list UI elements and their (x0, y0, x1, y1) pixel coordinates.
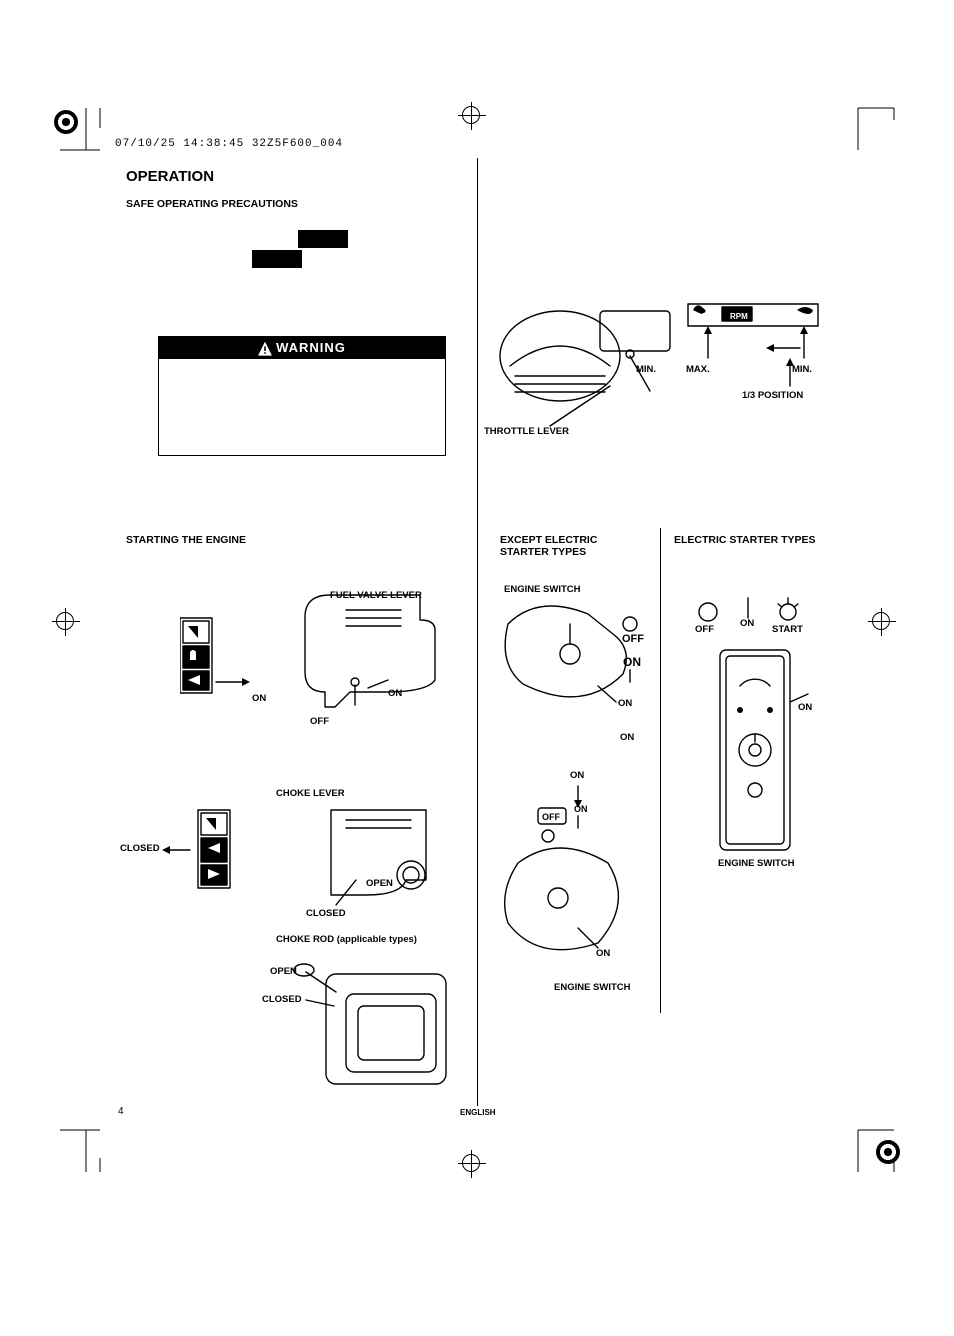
choke-lever-diagram: CHOKE LEVER CLOSED OPEN CLOSED (126, 780, 451, 925)
registration-icon (462, 106, 480, 124)
column-divider (477, 158, 478, 1106)
on-label: ON (798, 702, 812, 713)
header-timestamp: 07/10/25 14:38:45 32Z5F600_004 (115, 138, 343, 150)
min-label: MIN. (792, 364, 812, 375)
svg-text:ON: ON (623, 655, 641, 669)
engine-switch-label: ENGINE SWITCH (718, 858, 795, 869)
registration-icon (462, 1154, 480, 1172)
page-number: 4 (118, 1106, 124, 1117)
svg-text:OFF: OFF (542, 812, 560, 822)
target-icon (54, 110, 78, 134)
off-label: OFF (695, 624, 714, 635)
engine-switch-diagram-alt: OFF ON ON ON ENGINE SWITCH (498, 768, 653, 998)
warning-box: WARNING (158, 336, 446, 456)
section-except-electric: EXCEPT ELECTRIC STARTER TYPES (500, 534, 640, 558)
choke-rod-label: CHOKE ROD (applicable types) (276, 934, 417, 945)
electric-starter-diagram: OFF ON START ON ENGINE SWITCH (680, 590, 835, 880)
closed-label: CLOSED (120, 843, 160, 854)
target-icon (876, 1140, 900, 1164)
footer-language: ENGLISH (460, 1108, 496, 1117)
throttle-diagram: MAX RPM MIN MAX. MIN. MIN. 1/3 POSITION … (490, 296, 830, 451)
registration-icon (56, 612, 74, 630)
throttle-label: THROTTLE LEVER (484, 426, 569, 437)
fuel-valve-label: FUEL VALVE LEVER (330, 590, 422, 601)
on-label: ON (252, 693, 266, 704)
engine-switch-label: ENGINE SWITCH (504, 584, 581, 595)
min-pill: MIN (782, 312, 797, 321)
engine-switch-diagram: OFF ON ENGINE SWITCH ON ON (498, 584, 653, 759)
section-starting: STARTING THE ENGINE (126, 534, 246, 546)
max-label: MAX. (686, 364, 710, 375)
on-label: ON (596, 948, 610, 959)
on-label: ON (570, 770, 584, 781)
engine-switch-label: ENGINE SWITCH (554, 982, 631, 993)
off-label: OFF (310, 716, 329, 727)
on-label: ON (388, 688, 402, 699)
section-electric: ELECTRIC STARTER TYPES (674, 534, 816, 546)
registration-icon (872, 612, 890, 630)
open-label: OPEN (366, 878, 393, 889)
svg-text:ON: ON (574, 804, 588, 814)
on-label: ON (618, 698, 632, 709)
on-label: ON (620, 732, 634, 743)
start-label: START (772, 624, 803, 635)
warning-heading: WARNING (159, 337, 445, 359)
page-title: OPERATION (126, 168, 214, 185)
choke-rod-diagram: CHOKE ROD (applicable types) OPEN CLOSED (266, 934, 456, 1094)
column-divider (660, 528, 661, 1013)
section-precautions: SAFE OPERATING PRECAUTIONS (126, 198, 298, 210)
svg-text:OFF: OFF (622, 633, 644, 645)
fuel-valve-diagram: FUEL VALVE LEVER ON ON OFF (180, 580, 450, 735)
on-label: ON (740, 618, 754, 629)
third-label: 1/3 POSITION (742, 390, 803, 401)
closed-label: CLOSED (262, 994, 302, 1005)
pageref-boxes (246, 230, 356, 275)
max-pill: MAX (690, 312, 708, 321)
rpm-pill: RPM (730, 312, 748, 321)
open-label: OPEN (270, 966, 297, 977)
warning-icon (258, 342, 272, 356)
choke-lever-label: CHOKE LEVER (276, 788, 345, 799)
min-label: MIN. (636, 364, 656, 375)
closed-label: CLOSED (306, 908, 346, 919)
